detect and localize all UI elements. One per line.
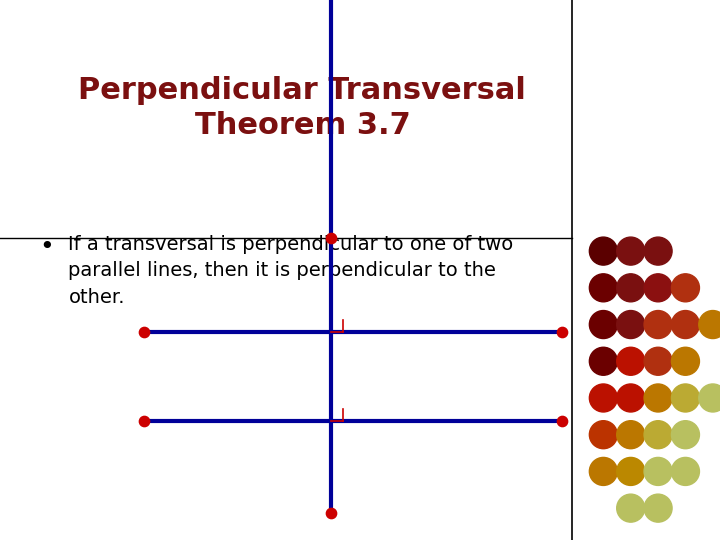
- Ellipse shape: [590, 457, 617, 485]
- Point: [556, 417, 567, 426]
- Ellipse shape: [590, 384, 617, 412]
- Ellipse shape: [644, 457, 672, 485]
- Ellipse shape: [617, 384, 644, 412]
- Ellipse shape: [617, 347, 644, 375]
- Ellipse shape: [617, 457, 644, 485]
- Point: [138, 417, 150, 426]
- Ellipse shape: [617, 274, 644, 302]
- Ellipse shape: [590, 237, 617, 265]
- Ellipse shape: [590, 310, 617, 339]
- Text: If a transversal is perpendicular to one of two
parallel lines, then it is perpe: If a transversal is perpendicular to one…: [68, 235, 513, 307]
- Ellipse shape: [672, 310, 699, 339]
- Ellipse shape: [672, 347, 699, 375]
- Point: [138, 328, 150, 336]
- Ellipse shape: [590, 421, 617, 449]
- Ellipse shape: [590, 347, 617, 375]
- Point: [325, 509, 337, 517]
- Ellipse shape: [699, 310, 720, 339]
- Ellipse shape: [644, 347, 672, 375]
- Ellipse shape: [672, 384, 699, 412]
- Ellipse shape: [590, 274, 617, 302]
- Ellipse shape: [644, 384, 672, 412]
- Ellipse shape: [672, 421, 699, 449]
- Point: [556, 328, 567, 336]
- Ellipse shape: [644, 274, 672, 302]
- Ellipse shape: [617, 494, 644, 522]
- Ellipse shape: [672, 457, 699, 485]
- Text: Perpendicular Transversal
Theorem 3.7: Perpendicular Transversal Theorem 3.7: [78, 76, 526, 140]
- Point: [325, 233, 337, 242]
- Ellipse shape: [644, 494, 672, 522]
- Ellipse shape: [617, 421, 644, 449]
- Ellipse shape: [644, 237, 672, 265]
- Ellipse shape: [644, 310, 672, 339]
- Ellipse shape: [644, 421, 672, 449]
- Ellipse shape: [699, 384, 720, 412]
- Ellipse shape: [617, 237, 644, 265]
- Ellipse shape: [617, 310, 644, 339]
- Text: •: •: [40, 235, 54, 259]
- Ellipse shape: [672, 274, 699, 302]
